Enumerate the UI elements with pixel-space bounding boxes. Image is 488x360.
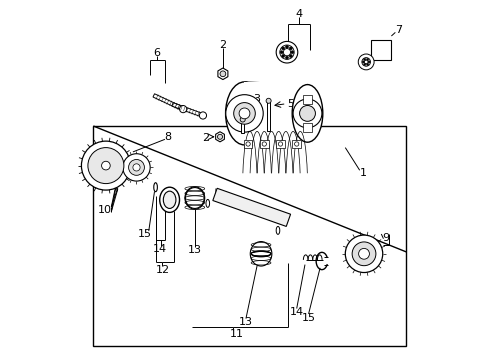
- Bar: [241, 121, 244, 133]
- Ellipse shape: [184, 187, 204, 209]
- Circle shape: [199, 112, 206, 119]
- Circle shape: [240, 117, 244, 122]
- Text: 14: 14: [152, 244, 166, 254]
- Circle shape: [362, 61, 364, 63]
- Circle shape: [122, 154, 150, 181]
- Circle shape: [294, 142, 298, 146]
- Ellipse shape: [163, 191, 176, 208]
- Text: 2: 2: [202, 132, 209, 143]
- Circle shape: [351, 242, 375, 266]
- Bar: [292, 140, 301, 148]
- Circle shape: [299, 105, 315, 121]
- Text: 1: 1: [359, 168, 366, 178]
- Circle shape: [367, 61, 369, 63]
- Circle shape: [239, 108, 249, 119]
- Circle shape: [133, 164, 140, 171]
- Text: 15: 15: [137, 229, 151, 239]
- Circle shape: [217, 134, 222, 139]
- Bar: [260, 140, 268, 148]
- Circle shape: [363, 63, 365, 66]
- Circle shape: [363, 58, 365, 60]
- Bar: [244, 82, 307, 145]
- Circle shape: [225, 95, 263, 132]
- Circle shape: [278, 142, 282, 146]
- Polygon shape: [218, 68, 227, 80]
- Text: 2: 2: [219, 40, 226, 50]
- Bar: [303, 123, 311, 132]
- Circle shape: [289, 47, 292, 50]
- Circle shape: [358, 54, 373, 70]
- Polygon shape: [215, 132, 224, 142]
- Ellipse shape: [185, 188, 204, 208]
- Circle shape: [262, 142, 266, 146]
- Ellipse shape: [153, 183, 157, 192]
- Circle shape: [364, 60, 367, 64]
- Bar: [266, 101, 269, 131]
- Ellipse shape: [160, 187, 179, 212]
- Bar: [303, 95, 311, 104]
- Circle shape: [128, 159, 144, 175]
- Circle shape: [276, 41, 297, 63]
- Bar: [276, 140, 284, 148]
- Ellipse shape: [205, 199, 209, 207]
- Circle shape: [285, 56, 288, 59]
- Text: 5: 5: [286, 99, 293, 109]
- Bar: [370, 40, 390, 60]
- Circle shape: [345, 235, 382, 273]
- Circle shape: [292, 99, 321, 128]
- Bar: [93, 126, 406, 346]
- Circle shape: [361, 58, 370, 66]
- Text: 3: 3: [253, 94, 260, 104]
- Circle shape: [366, 63, 368, 66]
- Circle shape: [102, 161, 110, 170]
- Circle shape: [289, 55, 292, 58]
- Bar: [244, 140, 252, 148]
- Text: 6: 6: [153, 48, 160, 58]
- Circle shape: [366, 58, 368, 60]
- Circle shape: [179, 105, 186, 113]
- Text: 14: 14: [289, 307, 303, 317]
- Text: 7: 7: [394, 25, 401, 35]
- Polygon shape: [153, 94, 183, 111]
- Polygon shape: [172, 103, 203, 117]
- Text: 13: 13: [239, 317, 252, 327]
- Ellipse shape: [250, 242, 271, 266]
- Circle shape: [280, 51, 283, 54]
- Circle shape: [220, 71, 225, 77]
- Text: 13: 13: [187, 245, 202, 255]
- Ellipse shape: [225, 82, 263, 145]
- Text: 4: 4: [294, 9, 302, 19]
- Circle shape: [88, 148, 123, 184]
- Text: 8: 8: [163, 132, 171, 142]
- Circle shape: [81, 141, 130, 190]
- Circle shape: [281, 47, 284, 50]
- Circle shape: [233, 103, 255, 124]
- Ellipse shape: [276, 226, 279, 234]
- Ellipse shape: [292, 85, 322, 142]
- Text: 9: 9: [381, 233, 388, 243]
- Circle shape: [358, 248, 368, 259]
- Circle shape: [279, 45, 294, 59]
- Circle shape: [285, 45, 288, 48]
- Circle shape: [265, 98, 270, 103]
- Text: 10: 10: [98, 204, 112, 215]
- Circle shape: [290, 51, 293, 54]
- Polygon shape: [212, 188, 290, 226]
- Text: 12: 12: [155, 265, 169, 275]
- Circle shape: [283, 49, 290, 56]
- Text: 11: 11: [230, 329, 244, 339]
- Circle shape: [245, 142, 250, 146]
- Circle shape: [281, 55, 284, 58]
- Text: 15: 15: [301, 312, 315, 323]
